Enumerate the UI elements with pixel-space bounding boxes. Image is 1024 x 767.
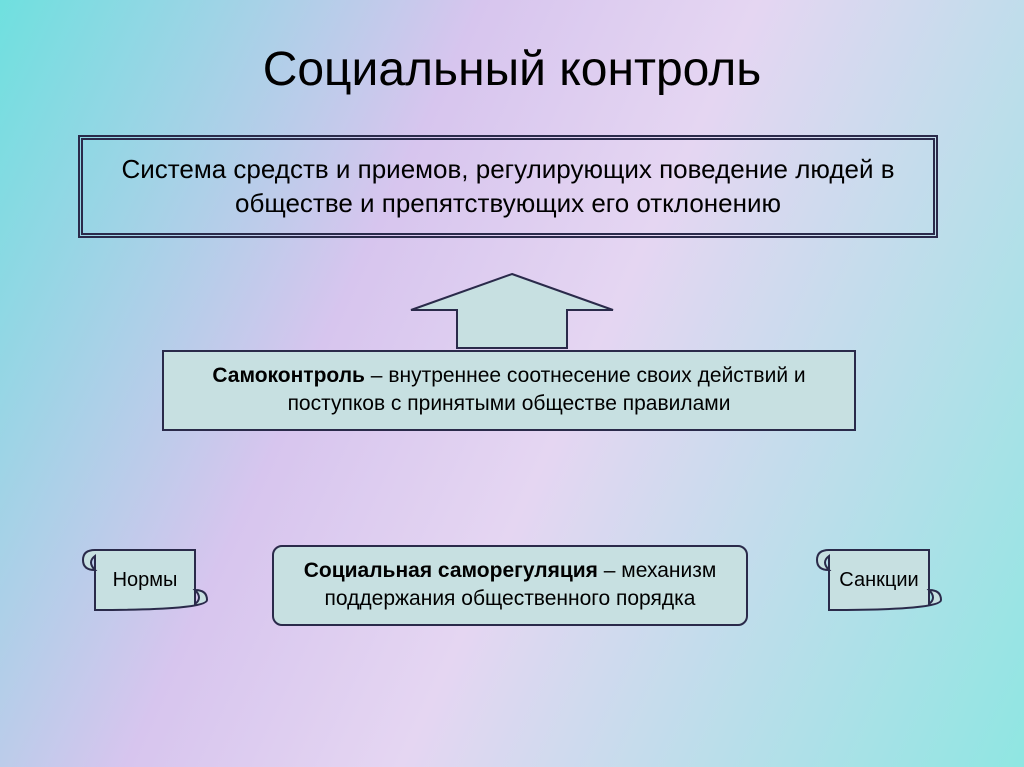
selfcontrol-rest: – внутреннее соотнесение своих действий … <box>288 364 806 415</box>
slide-title: Социальный контроль <box>0 42 1024 97</box>
scroll-norms-label: Нормы <box>75 540 215 620</box>
scroll-sanctions-label: Санкции <box>809 540 949 620</box>
scroll-sanctions: Санкции <box>809 540 949 620</box>
definition-text: Система средств и приемов, регулирующих … <box>121 154 894 218</box>
selfregulation-box: Социальная саморегуляция – механизм подд… <box>272 545 748 626</box>
arrow-up-icon <box>407 272 617 350</box>
selfregulation-term: Социальная саморегуляция <box>304 559 598 582</box>
selfcontrol-term: Самоконтроль <box>212 364 365 387</box>
scroll-norms: Нормы <box>75 540 215 620</box>
definition-box: Система средств и приемов, регулирующих … <box>78 135 938 238</box>
arrow-polygon <box>411 274 613 348</box>
slide: Социальный контроль Система средств и пр… <box>0 0 1024 767</box>
selfcontrol-box: Самоконтроль – внутреннее соотнесение св… <box>162 350 856 431</box>
